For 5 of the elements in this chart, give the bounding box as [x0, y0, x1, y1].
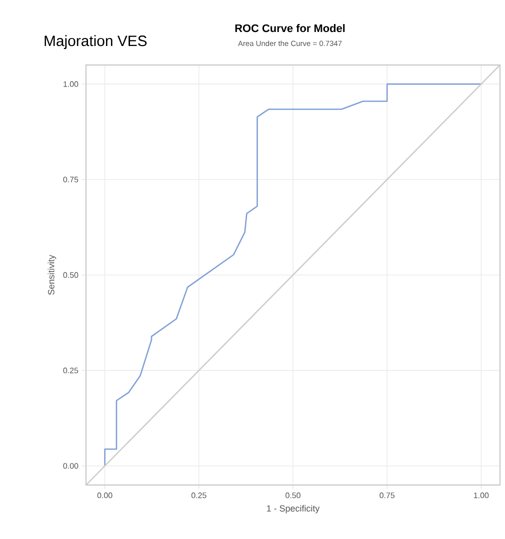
chart-title: ROC Curve for Model — [235, 24, 345, 32]
line-series — [104, 83, 482, 467]
y-axis-title: Sensitivity — [48, 254, 56, 295]
x-axis-title: 1 - Specificity — [267, 504, 320, 514]
text: Majoration VES — [44, 35, 147, 50]
